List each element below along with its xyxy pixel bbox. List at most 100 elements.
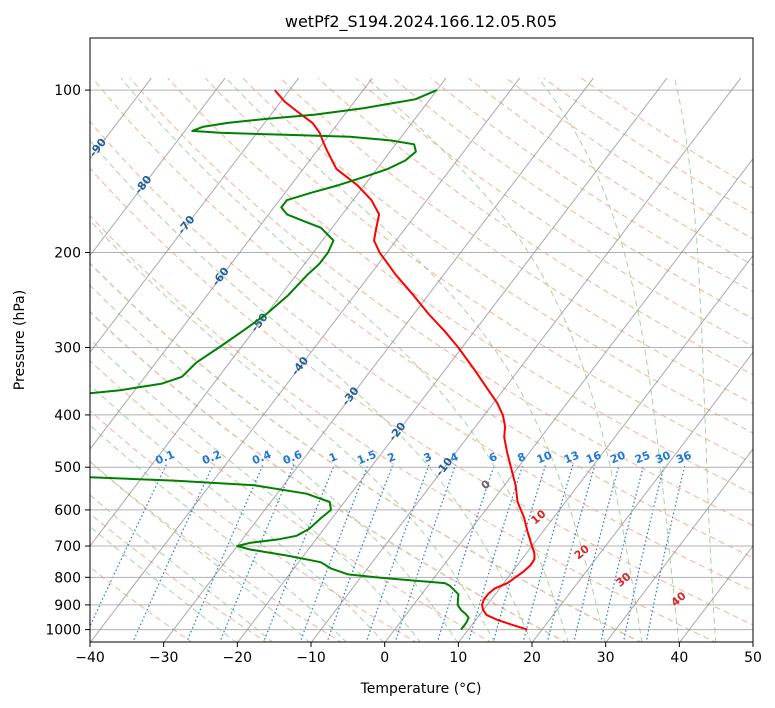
dry-adiabat-line	[90, 120, 753, 592]
mixing-ratio-label: 2	[386, 450, 398, 465]
sounding-profiles	[90, 89, 536, 631]
dry-adiabat-line	[90, 410, 417, 642]
wet-bulb-label: 20	[572, 542, 592, 562]
mixing-ratio-line	[263, 464, 335, 642]
wet-bulb-label: 0	[479, 477, 493, 492]
dry-adiabat-line	[90, 566, 193, 642]
dry-adiabat-line	[92, 77, 753, 559]
isotherm-line	[605, 448, 753, 642]
x-tick-label: 0	[380, 650, 389, 666]
y-tick-label: 800	[54, 570, 81, 586]
y-tick-label: 200	[54, 246, 81, 262]
mixing-ratio-line	[622, 464, 665, 642]
isobar-gridlines	[90, 89, 753, 631]
mixing-ratio-line	[132, 464, 214, 642]
mixing-ratio-label: 30	[653, 449, 672, 467]
moist-adiabat-line	[90, 219, 495, 642]
dry-adiabats	[90, 77, 753, 642]
mixing-ratio-label: 1.5	[355, 448, 378, 467]
x-tick-label: 50	[744, 650, 762, 666]
isotherm-label: -30	[339, 384, 362, 408]
moist-adiabat-line	[225, 77, 606, 642]
isotherm-line	[90, 77, 373, 450]
dry-adiabat-line	[90, 167, 753, 626]
plot-frame	[89, 37, 754, 643]
dry-adiabat-line	[392, 77, 753, 320]
isotherm-line	[237, 77, 668, 642]
y-axis-ticks: 1000 900 800 700 600 500 400 300 200 100	[45, 83, 90, 639]
dry-adiabat-line	[505, 77, 753, 240]
isotherm-line	[458, 254, 753, 642]
chart-title: wetPf2_S194.2024.166.12.05.R05	[285, 12, 557, 32]
isotherm-lines	[0, 77, 753, 643]
mixing-ratio-line	[326, 464, 394, 642]
x-tick-label: 30	[597, 650, 615, 666]
mixing-ratio-line	[522, 464, 574, 642]
isotherm-label: -100	[34, 101, 61, 131]
mixing-ratio-lines	[90, 464, 686, 642]
isotherm-line	[0, 78, 4, 643]
isotherm-label: -70	[175, 213, 198, 237]
mixing-ratio-line	[600, 464, 645, 642]
y-tick-label: 700	[54, 539, 81, 555]
dewpoint-profile	[90, 89, 470, 631]
moist-adiabat-line	[674, 77, 717, 642]
isotherm-line	[90, 77, 300, 354]
dry-adiabat-line	[167, 77, 753, 495]
y-tick-label: 500	[54, 460, 81, 476]
moist-adiabat-line	[90, 525, 237, 642]
x-tick-label: −20	[223, 650, 253, 666]
isotherm-line	[310, 77, 742, 642]
mixing-ratio-line	[90, 464, 167, 628]
y-tick-label: 600	[54, 503, 81, 519]
dry-adiabat-line	[317, 77, 753, 376]
temperature-profile	[274, 89, 536, 631]
isotherm-label: -40	[289, 354, 312, 378]
y-tick-label: 300	[54, 341, 81, 357]
dry-adiabat-line	[280, 77, 753, 405]
mixing-ratio-label: 25	[633, 449, 652, 467]
mixing-ratio-label: 8	[516, 450, 528, 465]
moist-adiabat-line	[90, 494, 274, 642]
mixing-ratio-line	[365, 464, 430, 642]
isotherm-line	[679, 545, 753, 642]
dry-adiabat-line	[129, 77, 753, 527]
y-tick-label: 400	[54, 408, 81, 424]
y-tick-label: 900	[54, 598, 81, 614]
x-tick-label: 20	[523, 650, 541, 666]
mixing-ratio-label: 6	[487, 450, 499, 465]
moist-adiabat-line	[90, 284, 458, 642]
moist-adiabat-line	[366, 77, 643, 642]
mixing-ratio-line	[467, 464, 524, 642]
isotherm-line	[90, 77, 521, 642]
moist-adiabat-line	[90, 139, 532, 642]
isotherm-line	[90, 77, 447, 547]
x-tick-label: 40	[670, 650, 688, 666]
x-axis-label: Temperature (°C)	[360, 681, 482, 697]
y-axis-label: Pressure (hPa)	[12, 290, 28, 390]
mixing-ratio-label: 36	[674, 449, 693, 467]
moist-adiabat-line	[90, 424, 347, 642]
y-tick-label: 1000	[45, 623, 81, 639]
moist-adiabat-line	[90, 384, 384, 642]
mixing-ratio-label: 20	[608, 449, 627, 467]
mixing-ratio-label: 1	[327, 450, 339, 465]
mixing-ratio-line	[185, 464, 264, 642]
x-tick-label: −30	[149, 650, 179, 666]
isotherm-label: -60	[209, 265, 232, 289]
mixing-ratio-label: 0.6	[281, 448, 304, 467]
mixing-ratio-label: 0.1	[154, 448, 177, 467]
x-tick-label: −10	[296, 650, 326, 666]
isotherm-labels: -100-90-80-70-60-50-40-30-20-10	[34, 101, 456, 478]
isotherm-line	[531, 351, 753, 642]
mixing-ratio-label: 16	[584, 449, 603, 467]
mixing-ratio-label: 13	[562, 449, 581, 467]
x-tick-label: −40	[75, 650, 105, 666]
isotherm-line	[163, 77, 594, 642]
mixing-ratio-line	[394, 464, 457, 642]
x-axis-ticks: −40 −30 −20 −10 0 10 20 30 40 50	[75, 642, 762, 666]
mixing-ratio-label: 0.4	[250, 448, 273, 467]
isotherm-line	[90, 77, 226, 257]
y-tick-label: 100	[54, 83, 81, 99]
